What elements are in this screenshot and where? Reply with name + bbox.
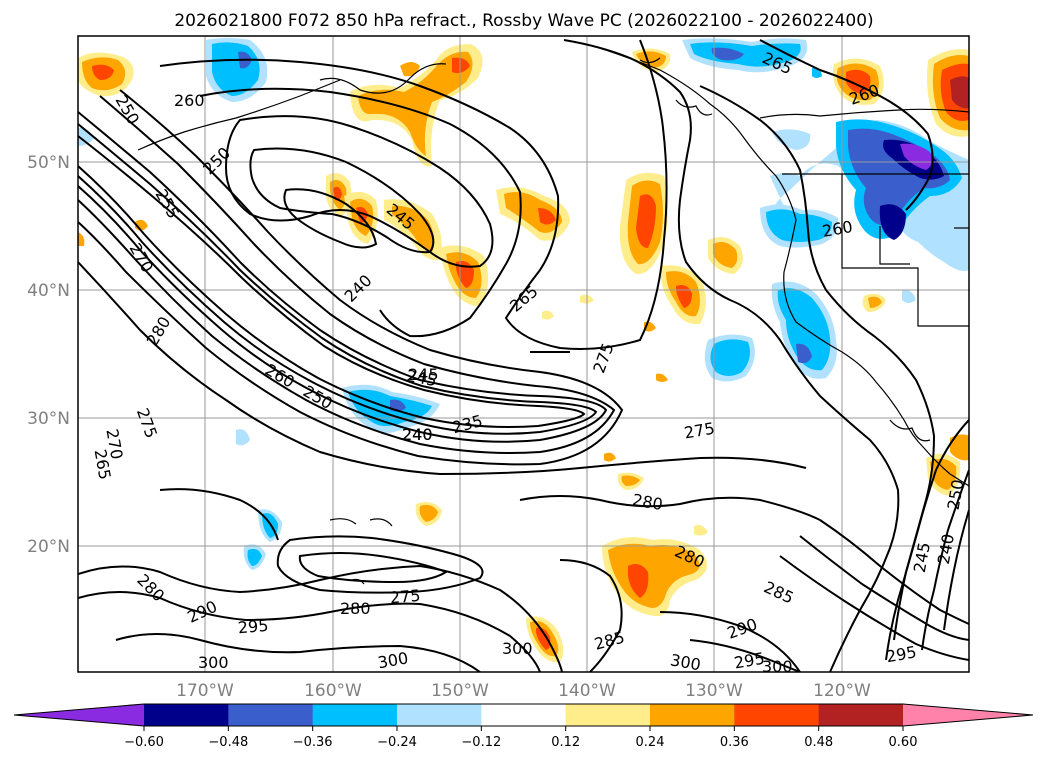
contour-label: 300 [762, 657, 793, 676]
figure-title: 2026021800 F072 850 hPa refract., Rossby… [174, 11, 873, 31]
longitude-labels: 170°W 160°W 150°W 140°W 130°W 120°W [176, 681, 871, 701]
colorbar-tick-labels: −0.60 −0.48 −0.36 −0.24 −0.12 0.12 0.24 0.36 0.4… [124, 726, 917, 750]
colorbar-tick-label: −0.36 [293, 735, 333, 750]
lon-label: 130°W [685, 681, 743, 701]
colorbar-tick-label: 0.48 [804, 735, 833, 750]
latitude-labels: 50°N 40°N 30°N 20°N [27, 153, 70, 557]
contour-label: 295 [733, 649, 766, 673]
colorbar-segment [565, 704, 651, 726]
colorbar-segment [481, 704, 567, 726]
colorbar-segment [397, 704, 482, 726]
colorbar-extension-low [14, 704, 144, 726]
contour-label: 300 [376, 648, 409, 672]
colorbar-extension-high [903, 704, 1033, 726]
lat-label: 20°N [27, 537, 70, 557]
lon-label: 150°W [431, 681, 489, 701]
colorbar-tick-label: −0.24 [377, 735, 417, 750]
colorbar-tick-label: −0.48 [208, 735, 248, 750]
colorbar-segment [650, 704, 735, 726]
colorbar-tick-label: 0.12 [551, 735, 580, 750]
colorbar-segment [228, 704, 314, 726]
positive-anomaly-shading [78, 44, 969, 663]
lon-label: 140°W [558, 681, 616, 701]
lon-label: 120°W [813, 681, 871, 701]
colorbar-tick-label: 0.60 [889, 735, 918, 750]
contour-label: 300 [502, 639, 533, 658]
colorbar-segment [734, 704, 820, 726]
colorbar [13, 703, 1034, 727]
lat-label: 40°N [27, 281, 70, 301]
lon-label: 160°W [304, 681, 362, 701]
contour-label: 300 [669, 650, 702, 674]
lat-label: 50°N [27, 153, 70, 173]
colorbar-tick-label: −0.12 [461, 735, 501, 750]
coastlines [137, 47, 969, 585]
colorbar-segment [144, 704, 229, 726]
contour-label: 280 [340, 599, 371, 618]
colorbar-segment [312, 704, 398, 726]
lat-label: 30°N [27, 409, 70, 429]
contour-label: 240 [402, 425, 433, 444]
contour-label: 300 [198, 653, 229, 672]
contour-label: 260 [174, 91, 205, 110]
colorbar-tick-label: 0.24 [636, 735, 665, 750]
contour-label: 295 [237, 616, 269, 638]
refractivity-contours [78, 39, 969, 672]
colorbar-segment [818, 704, 904, 726]
colorbar-tick-label: 0.36 [720, 735, 749, 750]
map-frame [77, 35, 970, 673]
contour-label: 245 [408, 365, 439, 384]
map-area: 250 260 250 255 270 280 275 270 265 245 … [78, 36, 969, 676]
contour-label: 240 [402, 425, 433, 444]
colorbar-tick-label: −0.60 [124, 735, 164, 750]
contour-label: 275 [389, 586, 421, 608]
lon-label: 170°W [176, 681, 234, 701]
